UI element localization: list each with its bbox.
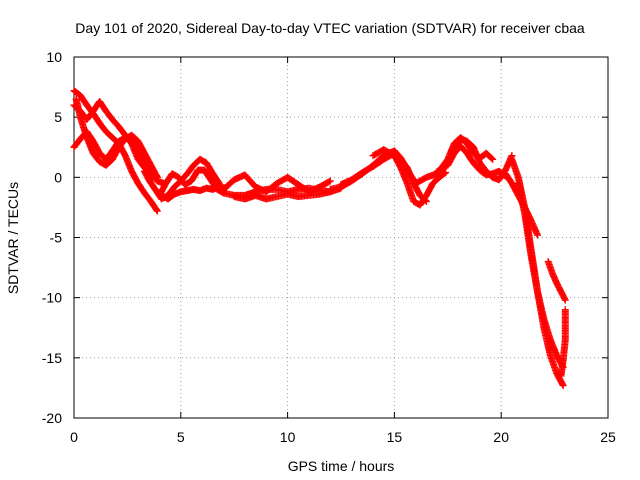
data-point: [561, 306, 569, 314]
data-point: [153, 206, 161, 214]
data-point: [489, 155, 497, 163]
x-tick-label: 0: [70, 429, 78, 445]
y-tick-label: -20: [42, 410, 62, 426]
y-tick-label: 10: [46, 49, 62, 65]
data-point: [534, 231, 542, 239]
data-point: [488, 154, 496, 162]
chart-title: Day 101 of 2020, Sidereal Day-to-day VTE…: [75, 20, 585, 36]
data-point: [153, 173, 161, 181]
y-tick-label: -10: [42, 290, 62, 306]
y-tick-label: -5: [50, 230, 63, 246]
data-points: [70, 87, 569, 390]
x-tick-labels: 0 5 10 15 20 25: [70, 429, 616, 445]
data-point: [326, 177, 334, 185]
data-point: [559, 382, 567, 390]
data-point: [561, 296, 569, 304]
data-point: [558, 380, 566, 388]
y-tick-label: 0: [54, 169, 62, 185]
x-tick-label: 10: [280, 429, 296, 445]
y-axis-label: SDTVAR / TECUs: [5, 182, 21, 294]
data-point: [325, 178, 333, 186]
y-tick-labels: 10 5 0 -5 -10 -15 -20: [42, 49, 62, 426]
data-point: [153, 207, 161, 215]
x-axis-label: GPS time / hours: [288, 458, 395, 474]
axis-ticks: [73, 56, 609, 419]
y-tick-label: -15: [42, 350, 62, 366]
y-tick-label: 5: [54, 109, 62, 125]
data-point: [153, 172, 161, 180]
data-point: [561, 295, 569, 303]
x-tick-label: 20: [493, 429, 509, 445]
x-tick-label: 5: [177, 429, 185, 445]
x-tick-label: 25: [600, 429, 616, 445]
x-tick-label: 15: [387, 429, 403, 445]
data-point: [441, 169, 449, 177]
